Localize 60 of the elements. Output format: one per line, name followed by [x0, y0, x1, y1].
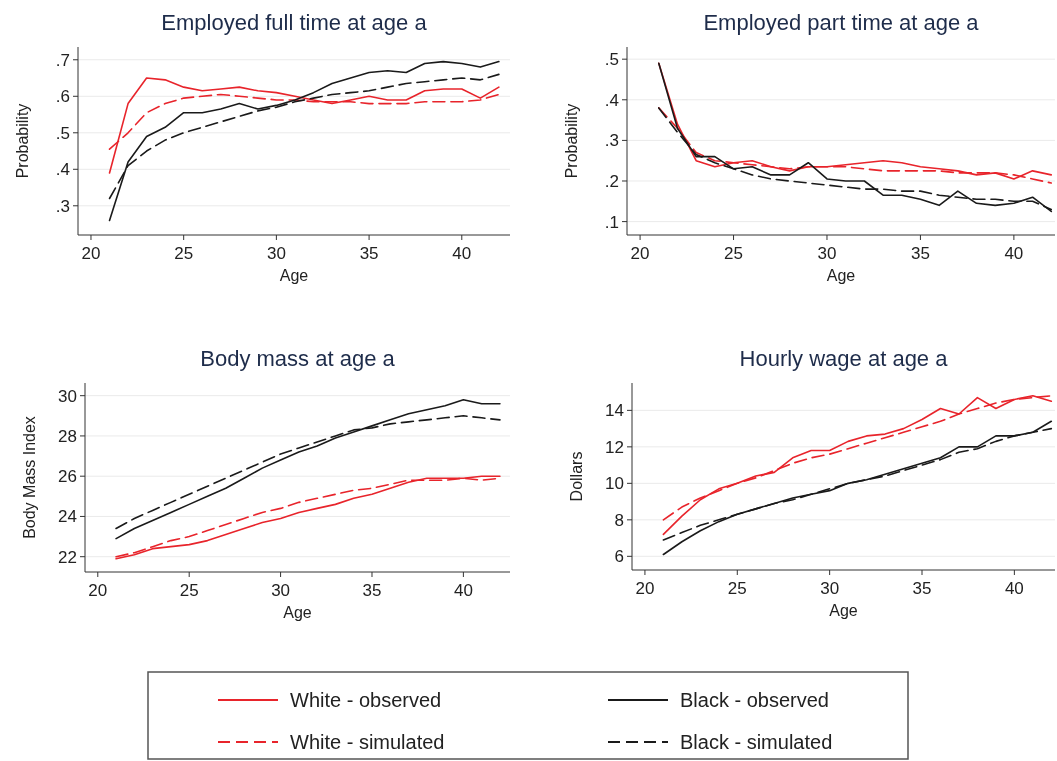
y-tick-label: 30 — [58, 386, 77, 406]
legend-label: White - simulated — [290, 731, 445, 753]
legend-label: Black - observed — [680, 689, 829, 711]
chart-title: Body mass at age a — [200, 346, 396, 371]
y-tick-label: .4 — [604, 90, 619, 110]
y-axis-title: Probability — [14, 103, 31, 179]
x-tick-label: 35 — [910, 244, 930, 263]
y-axis-title: Probability — [563, 103, 580, 179]
x-tick-label: 30 — [266, 244, 286, 263]
x-tick-label: 40 — [452, 244, 472, 263]
x-tick-label: 20 — [630, 244, 650, 263]
x-tick-label: 40 — [1004, 244, 1024, 263]
y-tick-label: .1 — [604, 212, 619, 232]
x-axis-title: Age — [829, 602, 858, 619]
y-tick-label: 10 — [605, 474, 624, 494]
chart-title: Employed full time at age a — [161, 10, 428, 35]
y-tick-label: .5 — [55, 123, 70, 143]
y-tick-label: 26 — [58, 467, 77, 487]
x-tick-label: 40 — [453, 581, 473, 600]
x-tick-label: 30 — [820, 579, 840, 598]
y-tick-label: 28 — [58, 426, 77, 446]
x-tick-label: 20 — [635, 579, 655, 598]
y-tick-label: .6 — [55, 87, 70, 107]
y-tick-label: 12 — [605, 437, 624, 457]
x-tick-label: 30 — [817, 244, 837, 263]
y-tick-label: 6 — [614, 547, 624, 567]
y-tick-label: .2 — [604, 171, 619, 191]
y-tick-label: 22 — [58, 547, 77, 567]
line-series — [115, 398, 501, 540]
x-axis-title: Age — [826, 267, 856, 284]
x-tick-label: 25 — [727, 579, 747, 598]
line-series — [662, 420, 1053, 556]
y-tick-label: 24 — [58, 507, 77, 527]
x-tick-label: 25 — [724, 244, 743, 263]
legend-label: Black - simulated — [680, 731, 833, 753]
x-axis-title: Age — [279, 267, 309, 284]
x-tick-label: 30 — [271, 581, 291, 600]
line-series — [108, 77, 500, 174]
x-tick-label: 35 — [912, 579, 932, 598]
chart-title: Hourly wage at age a — [739, 346, 949, 371]
x-tick-label: 20 — [88, 581, 108, 600]
x-tick-label: 35 — [359, 244, 379, 263]
x-tick-label: 35 — [362, 581, 382, 600]
y-axis-title: Body Mass Index — [21, 416, 38, 539]
y-tick-label: 14 — [605, 401, 624, 421]
x-tick-label: 40 — [1004, 579, 1024, 598]
y-tick-label: .5 — [604, 50, 619, 70]
line-series — [108, 60, 500, 222]
x-tick-label: 25 — [179, 581, 199, 600]
chart-title: Employed part time at age a — [703, 10, 980, 35]
y-tick-label: .7 — [55, 50, 70, 70]
x-axis-title: Age — [283, 604, 312, 621]
x-tick-label: 25 — [174, 244, 194, 263]
y-axis-title: Dollars — [568, 451, 585, 502]
y-tick-label: .3 — [55, 196, 70, 216]
y-tick-label: 8 — [614, 510, 624, 530]
y-tick-label: .3 — [604, 131, 619, 151]
legend-label: White - observed — [290, 689, 442, 711]
y-tick-label: .4 — [55, 160, 70, 180]
x-tick-label: 20 — [81, 244, 101, 263]
